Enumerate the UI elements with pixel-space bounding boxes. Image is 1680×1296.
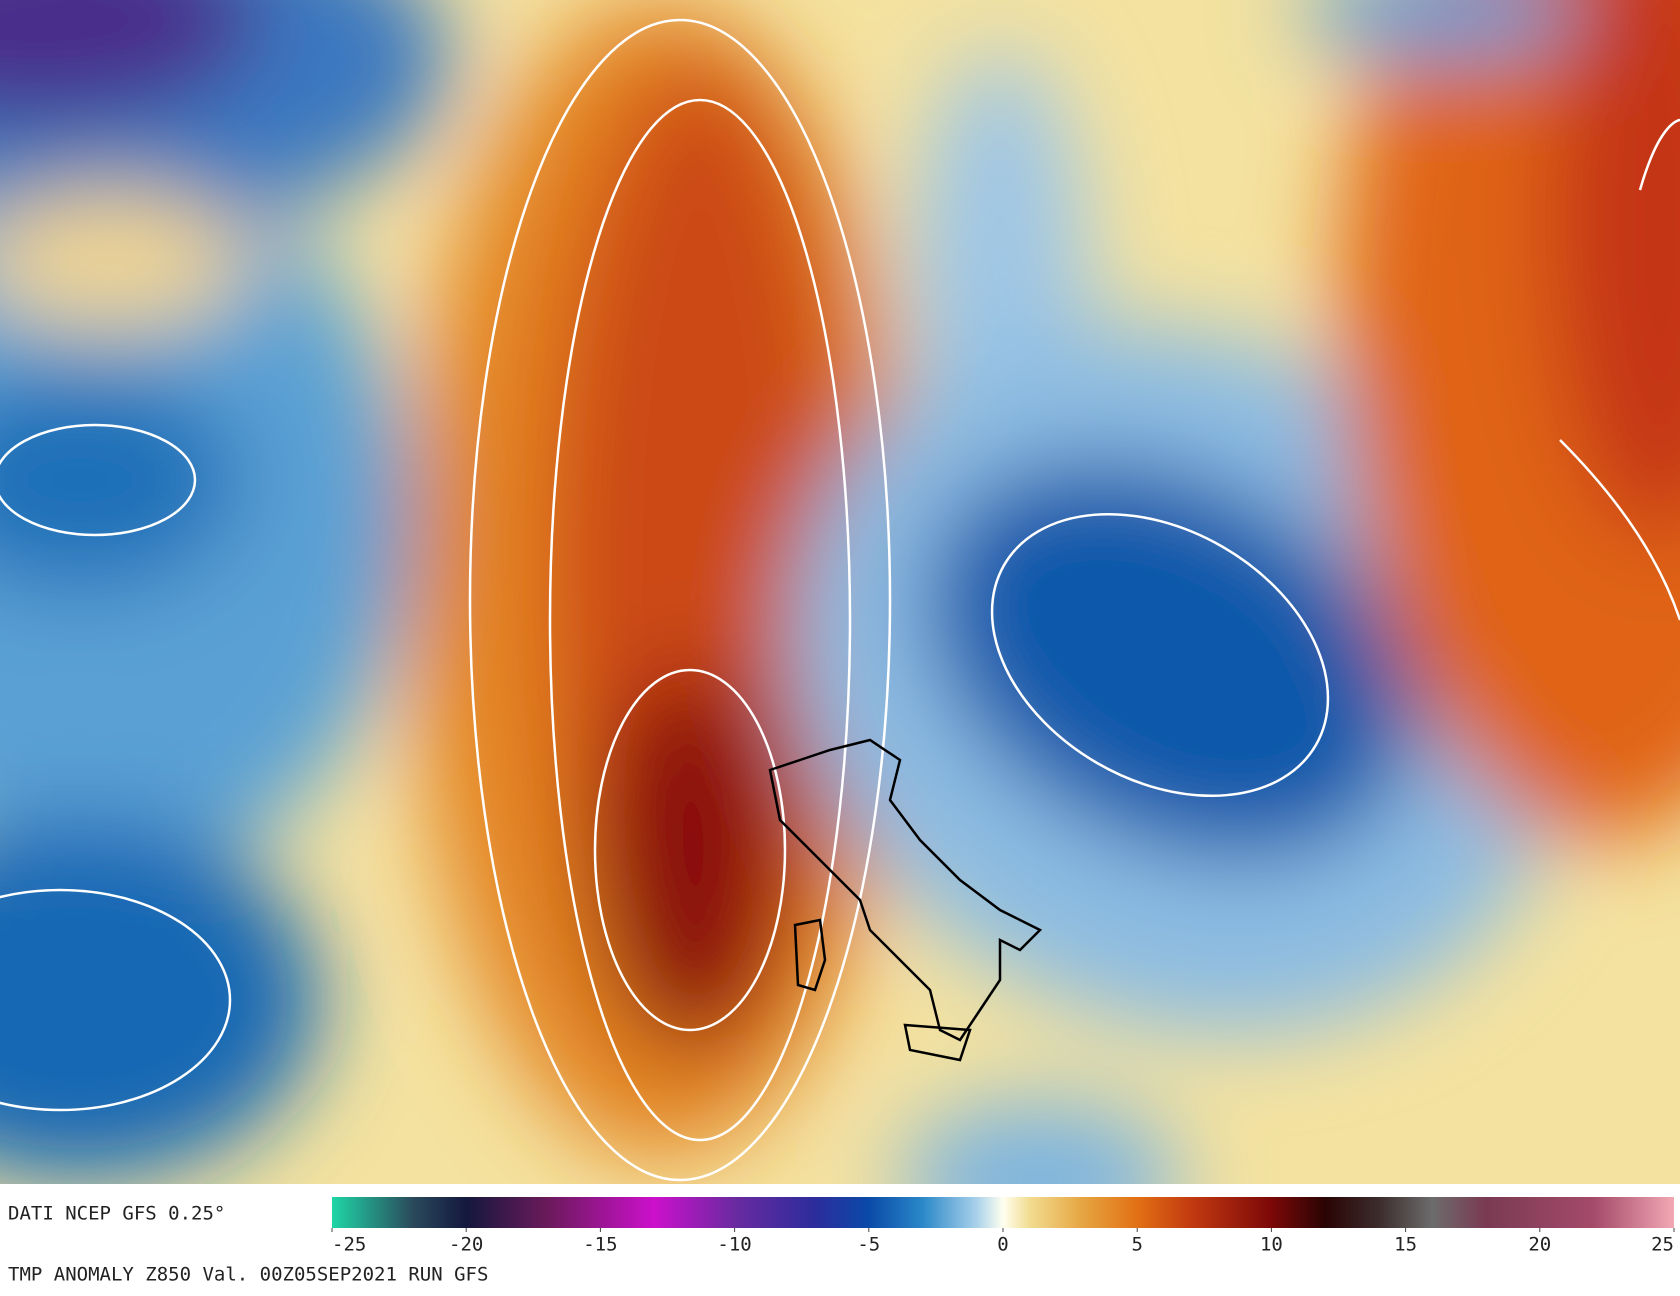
colorbar-tick-label: 15 [1394,1234,1417,1256]
caption: TMP ANOMALY Z850 Val. 00Z05SEP2021 RUN G… [8,1264,488,1286]
source-label: DATI NCEP GFS 0.25° [8,1203,225,1225]
italy-outline [768,738,1043,1042]
colorbar-tick-label: -15 [583,1234,617,1256]
colorbar-tick-label: 5 [1131,1234,1142,1256]
colorbar [332,1197,1674,1228]
colorbar-tick-label: -25 [332,1234,366,1256]
colorbar-tick-label: 10 [1260,1234,1283,1256]
colorbar-tick-label: 0 [997,1234,1008,1256]
map [0,0,1680,1184]
colorbar-tick-label: -5 [857,1234,880,1256]
colorbar-tick-label: 25 [1651,1234,1674,1256]
colorbar-tick-label: -10 [717,1234,751,1256]
colorbar-tick-label: 20 [1528,1234,1551,1256]
colorbar-tick-label: -20 [449,1234,483,1256]
